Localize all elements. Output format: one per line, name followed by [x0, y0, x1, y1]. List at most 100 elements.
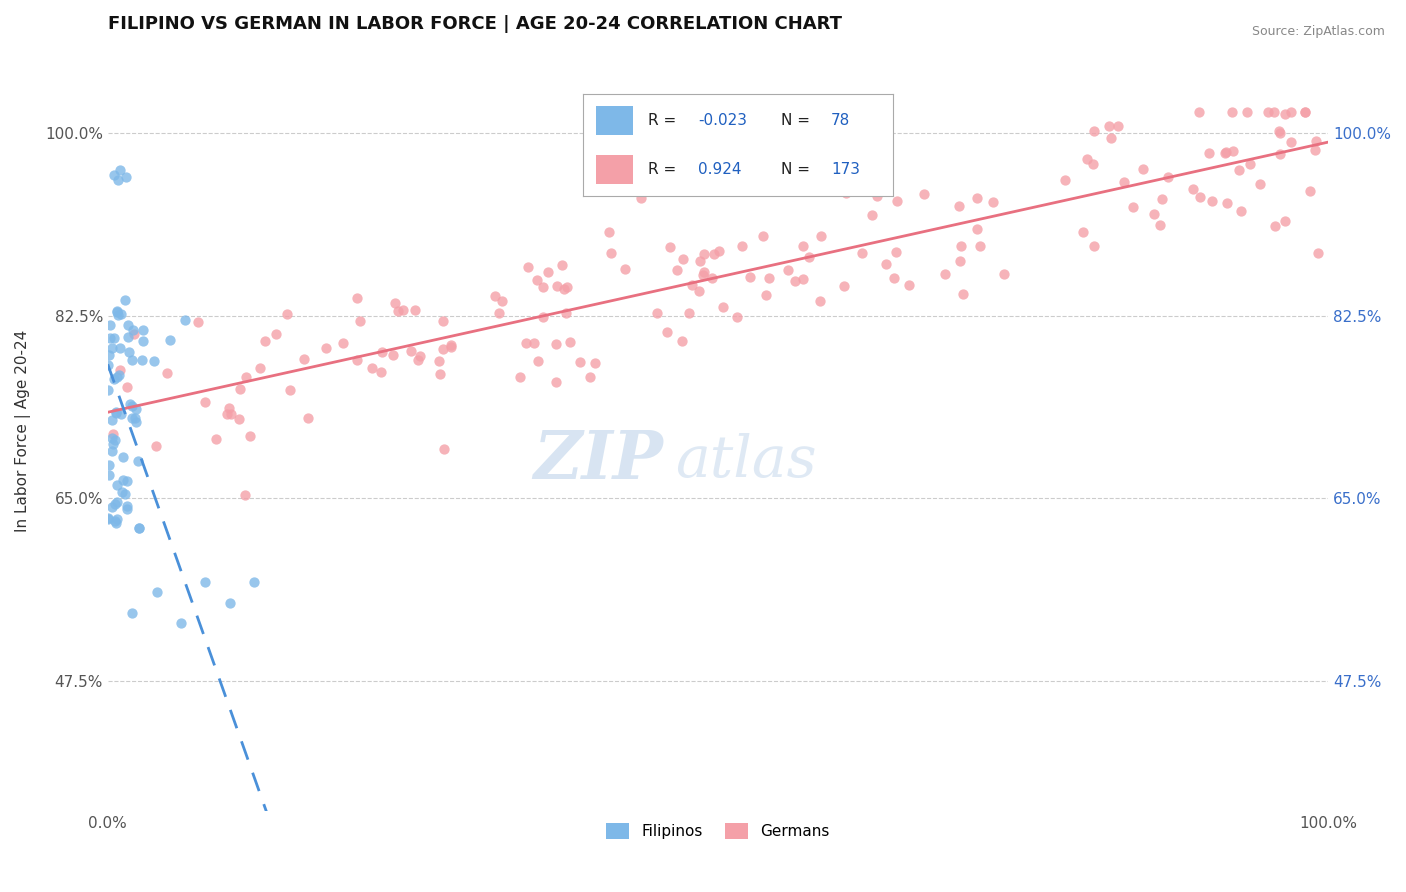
Point — [509, 369, 531, 384]
Text: 0.924: 0.924 — [697, 162, 741, 178]
Point — [693, 265, 716, 279]
Point — [101, 413, 124, 427]
Point — [399, 343, 422, 358]
Point — [103, 434, 125, 448]
Point — [97, 511, 120, 525]
Point — [969, 238, 991, 252]
Text: N =: N = — [782, 112, 815, 128]
Point — [432, 313, 454, 327]
Point — [97, 347, 120, 361]
Point — [1279, 135, 1302, 149]
Point — [194, 574, 217, 589]
Text: Source: ZipAtlas.com: Source: ZipAtlas.com — [1251, 25, 1385, 38]
Point — [107, 305, 129, 319]
Point — [523, 336, 546, 351]
Point — [966, 221, 988, 235]
Point — [264, 326, 287, 341]
Point — [614, 261, 637, 276]
Point — [103, 372, 125, 386]
Point — [1279, 105, 1302, 120]
Point — [117, 330, 139, 344]
Point — [547, 278, 569, 293]
Text: N =: N = — [782, 162, 815, 178]
Point — [1083, 123, 1105, 137]
Point — [689, 254, 711, 268]
Point — [107, 173, 129, 187]
Text: atlas: atlas — [675, 433, 817, 489]
Point — [1216, 196, 1239, 211]
Point — [156, 367, 179, 381]
Point — [981, 194, 1004, 209]
Point — [121, 411, 143, 425]
Point — [1099, 130, 1122, 145]
Point — [145, 585, 167, 599]
Point — [118, 397, 141, 411]
Point — [131, 323, 153, 337]
Point — [249, 360, 271, 375]
Point — [1215, 145, 1237, 159]
Point — [703, 247, 725, 261]
Point — [98, 458, 121, 472]
Point — [332, 336, 354, 351]
Point — [143, 354, 166, 368]
Point — [125, 415, 148, 429]
Point — [111, 473, 134, 487]
Text: -0.023: -0.023 — [697, 112, 747, 128]
Point — [387, 304, 409, 318]
Point — [1264, 219, 1286, 234]
Point — [834, 278, 856, 293]
Point — [1083, 239, 1105, 253]
Point — [111, 450, 134, 464]
Point — [114, 487, 136, 501]
Point — [1213, 145, 1236, 160]
Point — [560, 335, 582, 350]
Point — [124, 402, 146, 417]
Point — [1263, 105, 1285, 120]
Text: 173: 173 — [831, 162, 860, 178]
Point — [1274, 107, 1296, 121]
Point — [117, 474, 139, 488]
Point — [948, 199, 970, 213]
Point — [778, 263, 800, 277]
Point — [361, 360, 384, 375]
Point — [117, 344, 139, 359]
Point — [537, 265, 560, 279]
Point — [1122, 200, 1144, 214]
Point — [550, 258, 572, 272]
Point — [1107, 119, 1129, 133]
Point — [866, 189, 889, 203]
Point — [1132, 161, 1154, 176]
Point — [440, 340, 463, 354]
Point — [97, 510, 120, 524]
Point — [121, 322, 143, 336]
Point — [101, 341, 124, 355]
Point — [170, 616, 193, 631]
Point — [1294, 105, 1316, 120]
Point — [122, 326, 145, 341]
Point — [101, 427, 124, 442]
Point — [1157, 169, 1180, 184]
Point — [131, 352, 153, 367]
Point — [860, 208, 883, 222]
Point — [731, 239, 754, 253]
Point — [103, 331, 125, 345]
Point — [752, 228, 775, 243]
Point — [912, 186, 935, 201]
Point — [104, 516, 127, 530]
Point — [758, 270, 780, 285]
Point — [297, 410, 319, 425]
Point — [117, 318, 139, 332]
Point — [97, 358, 120, 372]
Point — [707, 244, 730, 259]
Point — [406, 352, 429, 367]
Point — [1189, 190, 1212, 204]
Point — [630, 191, 652, 205]
Point — [124, 411, 146, 425]
Point — [229, 382, 252, 396]
Point — [121, 606, 143, 620]
Point — [128, 520, 150, 534]
Point — [105, 495, 128, 509]
Point — [105, 406, 128, 420]
Point — [934, 267, 956, 281]
Point — [105, 512, 128, 526]
